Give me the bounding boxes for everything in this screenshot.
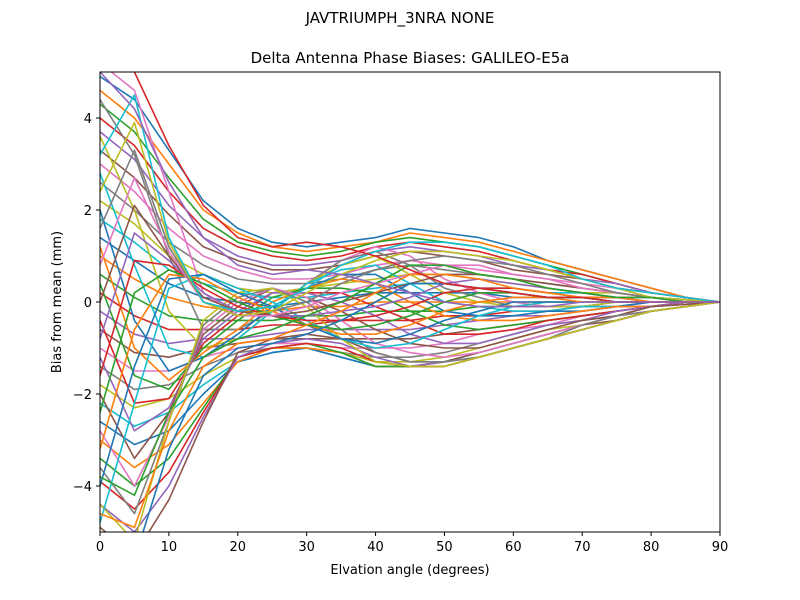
y-axis-label: Bias from mean (mm) bbox=[50, 231, 65, 373]
y-axis: −4 −2 0 2 4 bbox=[73, 112, 100, 495]
y-tick-label: −4 bbox=[73, 480, 92, 495]
series-line bbox=[100, 246, 720, 382]
y-tick-label: 0 bbox=[84, 296, 92, 311]
series-line bbox=[100, 89, 720, 303]
series-line bbox=[100, 287, 720, 532]
y-tick-label: 4 bbox=[84, 112, 92, 127]
x-axis: 0 10 20 30 40 50 60 70 80 90 bbox=[96, 532, 728, 555]
x-tick-label: 10 bbox=[161, 540, 178, 555]
series-line bbox=[100, 287, 720, 515]
x-tick-label: 70 bbox=[574, 540, 591, 555]
x-axis-label: Elvation angle (degrees) bbox=[330, 563, 489, 578]
x-tick-label: 40 bbox=[367, 540, 384, 555]
x-tick-label: 0 bbox=[96, 540, 104, 555]
series-line bbox=[100, 72, 720, 308]
chart-title: Delta Antenna Phase Biases: GALILEO-E5a bbox=[251, 49, 570, 67]
x-tick-label: 20 bbox=[230, 540, 247, 555]
x-tick-label: 30 bbox=[298, 540, 315, 555]
series-line bbox=[100, 264, 720, 497]
y-tick-label: −2 bbox=[73, 388, 92, 403]
x-tick-label: 60 bbox=[505, 540, 522, 555]
x-tick-label: 80 bbox=[643, 540, 660, 555]
series-line bbox=[100, 94, 720, 313]
series-line bbox=[100, 99, 720, 331]
y-tick-label: 2 bbox=[84, 204, 92, 219]
x-tick-label: 90 bbox=[712, 540, 729, 555]
figure-title: JAVTRIUMPH_3NRA NONE bbox=[305, 9, 495, 27]
x-tick-label: 50 bbox=[436, 540, 453, 555]
series-group bbox=[100, 72, 720, 532]
series-line bbox=[100, 103, 720, 303]
